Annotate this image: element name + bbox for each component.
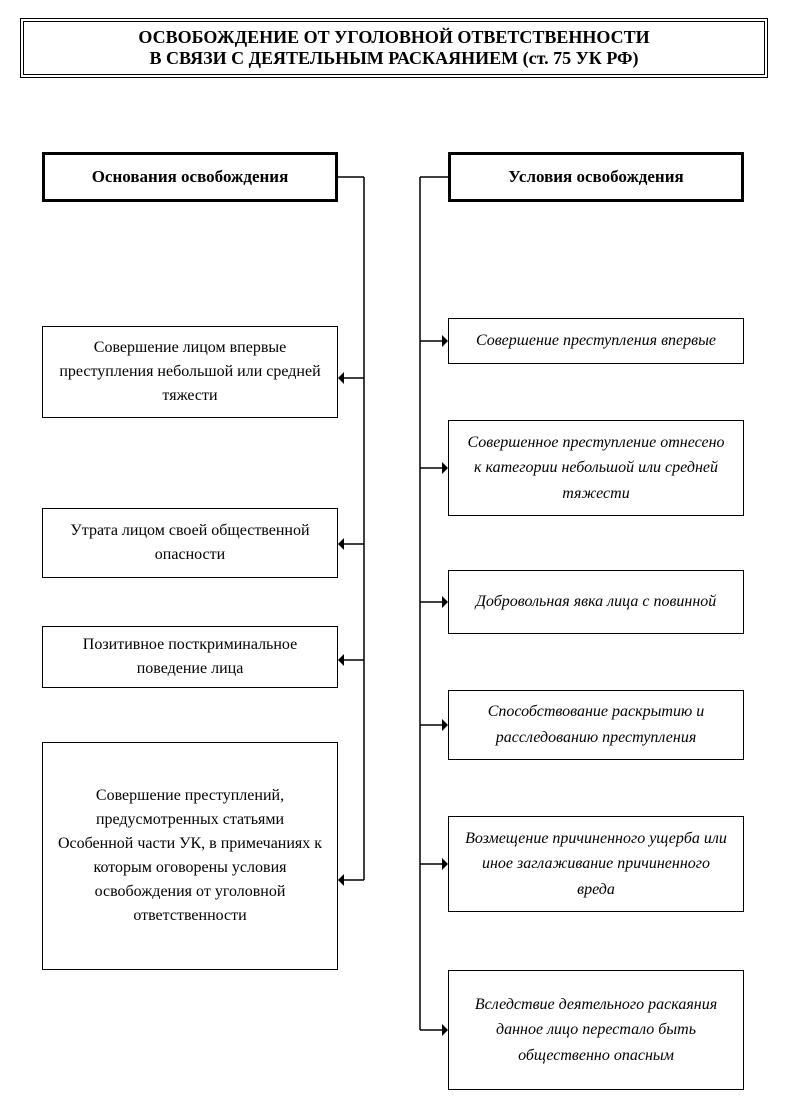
right-item: Совершение преступления впервые [448, 318, 744, 364]
right-item-text: Способствование раскрытию и расследовани… [463, 699, 729, 750]
left-item-text: Совершение преступлений, предусмотренных… [57, 784, 323, 928]
right-item-text: Совершенное преступление отнесено к кате… [463, 430, 729, 507]
right-header-text: Условия освобождения [508, 167, 683, 187]
left-item-text: Позитивное посткриминальное поведение ли… [57, 633, 323, 681]
left-header: Основания освобождения [42, 152, 338, 202]
right-item: Способствование раскрытию и расследовани… [448, 690, 744, 760]
right-header: Условия освобождения [448, 152, 744, 202]
right-item: Возмещение причиненного ущерба или иное … [448, 816, 744, 912]
left-item: Совершение лицом впервые преступления не… [42, 326, 338, 418]
diagram-title: ОСВОБОЖДЕНИЕ ОТ УГОЛОВНОЙ ОТВЕТСТВЕННОСТ… [20, 18, 768, 78]
right-item: Добровольная явка лица с повинной [448, 570, 744, 634]
left-item: Позитивное посткриминальное поведение ли… [42, 626, 338, 688]
left-item: Совершение преступлений, предусмотренных… [42, 742, 338, 970]
left-item-text: Совершение лицом впервые преступления не… [57, 336, 323, 408]
right-item-text: Совершение преступления впервые [476, 328, 716, 354]
left-header-text: Основания освобождения [92, 167, 289, 187]
right-item-text: Возмещение причиненного ущерба или иное … [463, 826, 729, 903]
left-item: Утрата лицом своей общественной опасност… [42, 508, 338, 578]
left-item-text: Утрата лицом своей общественной опасност… [57, 519, 323, 567]
right-item: Совершенное преступление отнесено к кате… [448, 420, 744, 516]
title-line1: ОСВОБОЖДЕНИЕ ОТ УГОЛОВНОЙ ОТВЕТСТВЕННОСТ… [36, 27, 752, 48]
right-item: Вследствие деятельного раскаяния данное … [448, 970, 744, 1090]
right-item-text: Вследствие деятельного раскаяния данное … [463, 992, 729, 1069]
title-line2: В СВЯЗИ С ДЕЯТЕЛЬНЫМ РАСКАЯНИЕМ (ст. 75 … [36, 48, 752, 69]
right-item-text: Добровольная явка лица с повинной [476, 589, 717, 615]
